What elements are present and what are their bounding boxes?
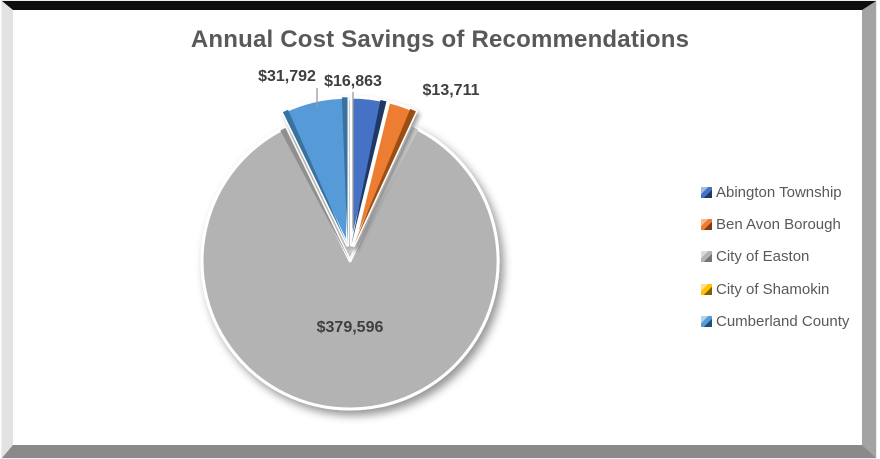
pie-slice-city-of-easton[interactable]	[200, 125, 500, 411]
legend-marker-icon	[701, 283, 712, 295]
legend-item-cumberland-county[interactable]: Cumberland County	[701, 306, 849, 338]
pie-slice-bevel-edge	[341, 97, 348, 246]
legend-label: City of Shamokin	[716, 280, 830, 298]
chart-legend: Abington Township Ben Avon Borough City of…	[701, 176, 849, 338]
data-label-cumberland-county: $31,792	[258, 68, 316, 85]
chart-title: Annual Cost Savings of Recommendations	[190, 26, 690, 53]
legend-item-city-of-shamokin[interactable]: City of Shamokin	[701, 273, 849, 305]
legend-label: Cumberland County	[716, 313, 850, 331]
legend-marker-icon	[701, 251, 712, 263]
legend-marker-icon	[701, 186, 712, 198]
pie-slice-bevel-edge	[282, 109, 348, 246]
pie-slice-bevel-edge	[353, 108, 416, 246]
legend-item-city-of-easton[interactable]: City of Easton	[701, 241, 849, 273]
pie-slice-bevel-edge	[351, 99, 387, 246]
legend-label: City of Easton	[716, 248, 810, 266]
pie-slice-bevel-edge	[280, 127, 351, 261]
legend-label: Ben Avon Borough	[716, 216, 841, 234]
legend-marker-icon	[701, 316, 712, 328]
legend-item-ben-avon-borough[interactable]: Ben Avon Borough	[701, 208, 849, 240]
legend-marker-icon	[701, 219, 712, 231]
data-label-abington-township: $16,863	[324, 73, 382, 90]
pie-slice-bevel-edge	[350, 126, 419, 261]
data-label-ben-avon-borough: $13,711	[422, 82, 480, 99]
data-label-city-of-easton: $379,596	[316, 319, 384, 336]
legend-label: Abington Township	[716, 183, 842, 201]
legend-item-abington-township[interactable]: Abington Township	[701, 176, 849, 208]
